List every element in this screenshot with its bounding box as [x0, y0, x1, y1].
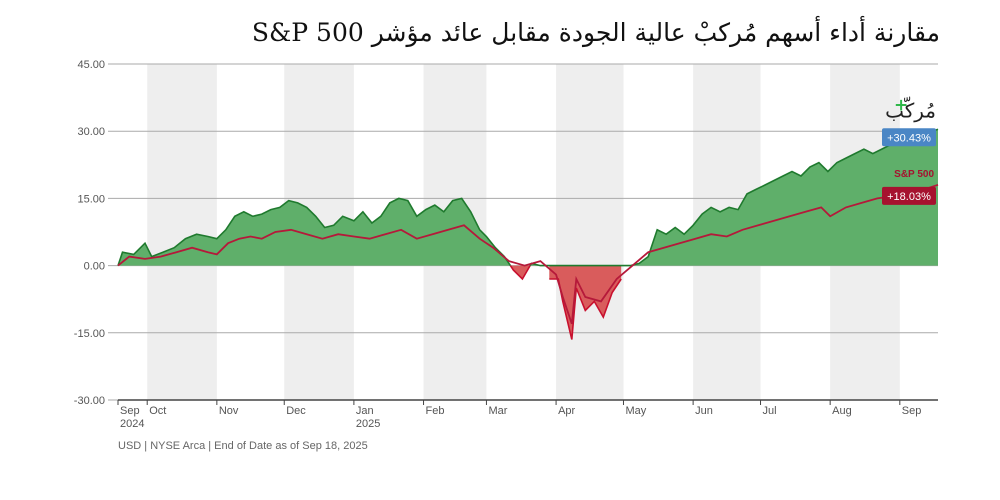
logo-text: مُركّب: [885, 96, 936, 122]
x-tick-year: 2024: [120, 418, 144, 430]
x-tick-label: Jul: [763, 405, 777, 417]
x-tick-label: Dec: [286, 405, 306, 417]
sp500-series-line: [117, 183, 939, 325]
y-tick-label: 30.00: [77, 126, 105, 138]
fund-end-badge: [882, 128, 936, 147]
x-tick-label: Mar: [488, 405, 507, 417]
fund-area-negative: [510, 265, 622, 340]
x-tick-label: May: [625, 405, 646, 417]
y-tick-label: 0.00: [84, 261, 105, 273]
x-tick-label: Aug: [832, 405, 852, 417]
fund-series-line: [117, 128, 939, 267]
month-band: [147, 64, 217, 400]
y-tick-label: 45.00: [77, 59, 105, 71]
fund-area-positive: [118, 129, 938, 266]
x-tick-label: Oct: [149, 405, 166, 417]
chart-title: مقارنة أداء أسهم مُركبْ عالية الجودة مقا…: [251, 18, 940, 47]
x-tick-label: Feb: [426, 405, 445, 417]
y-tick-label: -15.00: [74, 328, 105, 340]
sp500-end-value: +18.03%: [887, 191, 931, 203]
y-axis-labels: 45.00 30.00 15.00 0.00 -15.00 -30.00: [74, 59, 105, 407]
y-tick-label: 15.00: [77, 193, 105, 205]
x-tick-year: 2025: [356, 418, 380, 430]
sp500-name-label: S&P 500: [894, 169, 934, 180]
month-band: [556, 64, 624, 400]
sp500-end-badge: [882, 186, 936, 205]
x-tick-label: Jun: [695, 405, 713, 417]
plus-icon: +: [894, 95, 908, 115]
fund-end-value: +30.43%: [887, 132, 931, 144]
footer-note: USD | NYSE Arca | End of Date as of Sep …: [118, 440, 368, 452]
x-tick-label: Sep: [120, 405, 140, 417]
x-tick-label: Sep: [902, 405, 922, 417]
x-tick-label: Apr: [558, 405, 575, 417]
x-tick-label: Nov: [219, 405, 239, 417]
end-labels: مُركّب+ +30.43% S&P 500 +18.03%: [882, 95, 936, 205]
x-tick-label: Jan: [356, 405, 374, 417]
y-tick-label: -30.00: [74, 395, 105, 407]
